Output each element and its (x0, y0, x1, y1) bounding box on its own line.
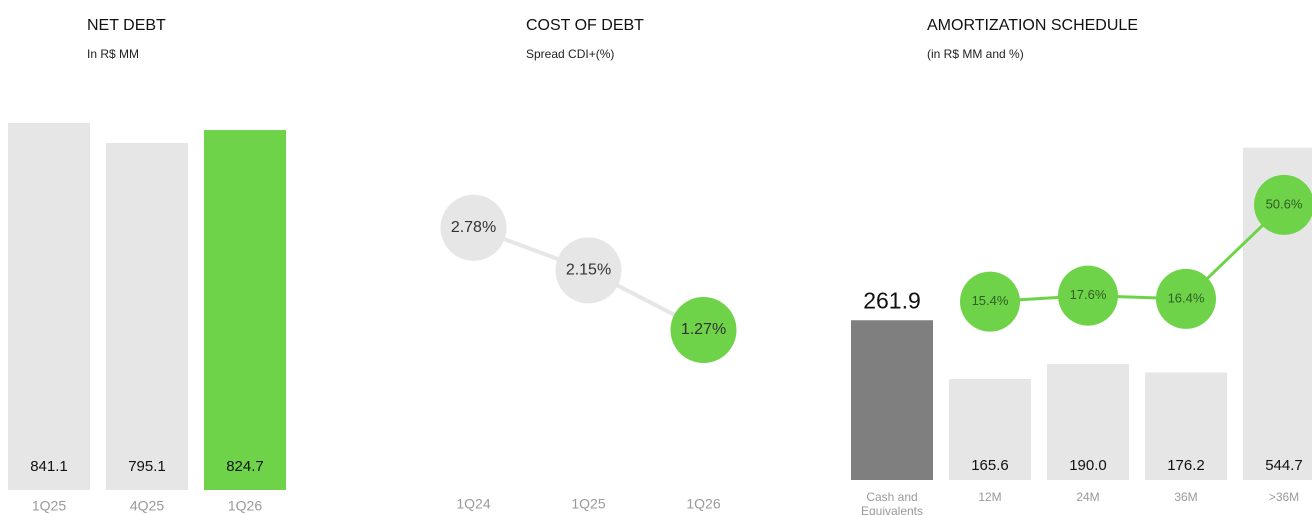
value-label: 2.78% (451, 219, 496, 236)
bar (1047, 364, 1129, 480)
bar (106, 142, 188, 491)
value-label: 544.7 (1265, 457, 1303, 474)
x-tick-label-box: 12M (978, 490, 1002, 504)
chart-title: AMORTIZATION SCHEDULE (927, 17, 1138, 34)
x-tick-label-box: >36M (1268, 490, 1300, 504)
chart-subtitle: In R$ MM (87, 47, 139, 61)
value-label: 17.6% (1070, 287, 1107, 302)
x-tick-label: 1Q25 (32, 498, 66, 514)
chart-title: COST OF DEBT (526, 17, 644, 34)
bubble (1254, 174, 1312, 235)
value-label: 50.6% (1266, 196, 1303, 211)
bar (851, 320, 933, 480)
x-tick-label: 1Q24 (456, 496, 490, 512)
bubble (440, 194, 507, 261)
x-tick-label-box: 24M (1076, 490, 1100, 504)
value-label: 16.4% (1168, 290, 1205, 305)
x-tick-label: 1Q26 (228, 498, 262, 514)
value-label: 1.27% (681, 321, 726, 338)
chart-subtitle: (in R$ MM and %) (927, 47, 1024, 61)
bar (1145, 372, 1227, 480)
x-tick-label-box: Cash and Equivalents (860, 490, 924, 515)
bubble (960, 271, 1020, 332)
x-tick-label: 4Q25 (130, 498, 164, 514)
x-tick-label: Cash and Equivalents (860, 490, 924, 515)
bar (8, 122, 90, 491)
value-label: 176.2 (1167, 457, 1205, 474)
value-label: 824.7 (226, 458, 264, 475)
line (989, 203, 1286, 304)
bar (204, 130, 286, 490)
x-tick-label: 1Q26 (686, 496, 720, 512)
bubble (670, 297, 737, 364)
bubble (555, 237, 622, 304)
x-tick-label-box: 36M (1174, 490, 1198, 504)
x-tick-label: 12M (978, 490, 1002, 504)
x-tick-label: 36M (1174, 490, 1198, 504)
value-label: 165.6 (971, 457, 1009, 474)
value-label: 261.9 (863, 287, 921, 313)
bar (949, 378, 1031, 480)
x-tick-label: 1Q25 (571, 496, 605, 512)
value-label: 15.4% (972, 293, 1009, 308)
value-label: 2.15% (566, 262, 611, 279)
bubble (1156, 268, 1216, 329)
value-label: 795.1 (128, 458, 166, 475)
value-label: 190.0 (1069, 457, 1107, 474)
value-label: 841.1 (30, 458, 68, 475)
chart-subtitle: Spread CDI+(%) (526, 47, 614, 61)
bubble (1058, 265, 1118, 326)
chart-title: NET DEBT (87, 17, 166, 34)
x-tick-label: 24M (1076, 490, 1100, 504)
x-tick-label: >36M (1268, 490, 1300, 504)
